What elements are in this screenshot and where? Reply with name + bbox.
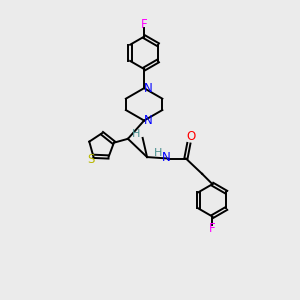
Text: H: H [154,148,162,158]
Text: S: S [87,153,94,167]
Text: O: O [187,130,196,143]
Text: H: H [132,129,140,139]
Text: N: N [144,114,152,127]
Text: F: F [209,222,216,236]
Text: F: F [141,18,147,31]
Text: N: N [161,151,170,164]
Text: N: N [144,82,152,95]
